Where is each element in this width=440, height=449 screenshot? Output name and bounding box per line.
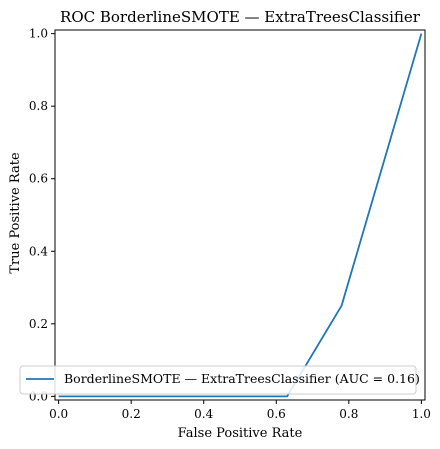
y-tick-label: 0.6 <box>29 172 48 186</box>
y-tick-label: 0.8 <box>29 99 48 113</box>
chart-title: ROC BorderlineSMOTE — ExtraTreesClassifi… <box>60 8 421 26</box>
x-tick-label: 0.2 <box>122 407 141 421</box>
x-axis-ticks: 0.0 0.2 0.4 0.6 0.8 1.0 <box>49 400 431 421</box>
x-tick-label: 0.8 <box>339 407 358 421</box>
y-tick-label: 0.2 <box>29 317 48 331</box>
axes-frame <box>54 29 426 401</box>
x-tick-label: 0.6 <box>267 407 286 421</box>
plot-area <box>54 29 426 401</box>
y-tick-label: 1.0 <box>29 27 48 41</box>
y-axis-ticks: 0.00.20.40.60.81.0 <box>29 27 55 403</box>
x-tick-label: 0.0 <box>49 407 68 421</box>
series-group <box>58 33 423 398</box>
legend-box <box>19 365 417 395</box>
legend-label: BorderlineSMOTE — ExtraTreesClassifier (… <box>64 371 420 386</box>
x-tick-label: 1.0 <box>412 407 431 421</box>
y-axis-label: True Positive Rate <box>8 152 23 274</box>
roc-curve-line <box>58 33 423 398</box>
x-tick-label: 0.4 <box>194 407 213 421</box>
legend: BorderlineSMOTE — ExtraTreesClassifier (… <box>19 365 420 395</box>
x-axis-label: False Positive Rate <box>178 426 303 441</box>
y-tick-label: 0.4 <box>29 244 48 258</box>
